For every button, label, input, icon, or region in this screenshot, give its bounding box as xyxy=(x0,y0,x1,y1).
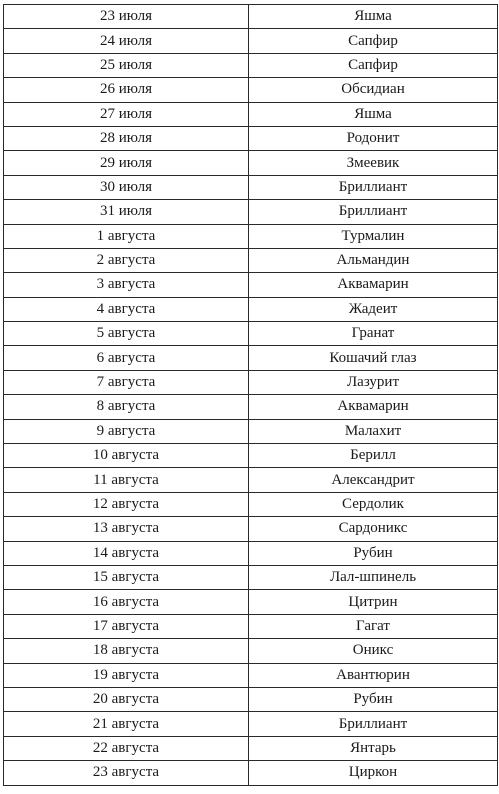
table-row: 14 августа Рубин xyxy=(3,540,498,566)
table-row: 3 августа Аквамарин xyxy=(3,272,498,298)
table-row: 23 августа Циркон xyxy=(3,760,498,786)
date-cell: 6 августа xyxy=(3,345,249,371)
date-cell: 30 июля xyxy=(3,174,249,201)
stone-cell: Рубин xyxy=(248,686,498,713)
stone-cell: Малахит xyxy=(248,418,498,445)
stone-cell: Авантюрин xyxy=(248,662,498,688)
table-body: 23 июля Яшма 24 июля Сапфир 25 июля Сапфир 26 … xyxy=(3,3,498,786)
table-row: 4 августа Жадеит xyxy=(3,296,498,323)
birthstone-table: 23 июля Яшма 24 июля Сапфир 25 июля Сапфир 26 … xyxy=(3,3,498,786)
date-cell: 24 июля xyxy=(3,28,249,54)
table-row: 28 июля Родонит xyxy=(3,125,498,152)
date-cell: 16 августа xyxy=(3,589,249,615)
date-cell: 18 августа xyxy=(3,638,249,664)
stone-cell: Обсидиан xyxy=(248,77,498,103)
table-row: 17 августа Гагат xyxy=(3,613,498,640)
date-cell: 17 августа xyxy=(3,613,249,640)
stone-cell: Аквамарин xyxy=(248,394,498,420)
stone-cell: Берилл xyxy=(248,443,498,469)
stone-cell: Яшма xyxy=(248,101,498,127)
table-row: 1 августа Турмалин xyxy=(3,223,498,249)
date-cell: 14 августа xyxy=(3,540,249,566)
stone-cell: Кошачий глаз xyxy=(248,345,498,371)
stone-cell: Родонит xyxy=(248,125,498,152)
table-row: 26 июля Обсидиан xyxy=(3,77,498,103)
date-cell: 23 июля xyxy=(3,3,249,30)
stone-cell: Гранат xyxy=(248,321,498,347)
stone-cell: Лал-шпинель xyxy=(248,564,498,591)
stone-cell: Яшма xyxy=(248,3,498,30)
table-row: 13 августа Сардоникс xyxy=(3,516,498,542)
date-cell: 13 августа xyxy=(3,516,249,542)
stone-cell: Цитрин xyxy=(248,589,498,615)
date-cell: 27 июля xyxy=(3,101,249,127)
table-row: 22 августа Янтарь xyxy=(3,735,498,762)
date-cell: 9 августа xyxy=(3,418,249,445)
table-row: 24 июля Сапфир xyxy=(3,28,498,54)
table-row: 8 августа Аквамарин xyxy=(3,394,498,420)
date-cell: 5 августа xyxy=(3,321,249,347)
date-cell: 1 августа xyxy=(3,223,249,249)
stone-cell: Сапфир xyxy=(248,52,498,79)
table-row: 23 июля Яшма xyxy=(3,3,498,30)
date-cell: 8 августа xyxy=(3,394,249,420)
stone-cell: Янтарь xyxy=(248,735,498,762)
date-cell: 2 августа xyxy=(3,247,249,274)
table-row: 11 августа Александрит xyxy=(3,467,498,493)
table-row: 2 августа Альмандин xyxy=(3,247,498,274)
stone-cell: Гагат xyxy=(248,613,498,640)
date-cell: 20 августа xyxy=(3,686,249,713)
table-row: 16 августа Цитрин xyxy=(3,589,498,615)
date-cell: 25 июля xyxy=(3,52,249,79)
stone-cell: Сапфир xyxy=(248,28,498,54)
table-row: 10 августа Берилл xyxy=(3,443,498,469)
stone-cell: Лазурит xyxy=(248,369,498,396)
table-row: 9 августа Малахит xyxy=(3,418,498,445)
date-cell: 31 июля xyxy=(3,199,249,225)
date-cell: 7 августа xyxy=(3,369,249,396)
birthstone-table-container: 23 июля Яшма 24 июля Сапфир 25 июля Сапфир 26 … xyxy=(3,3,498,786)
date-cell: 10 августа xyxy=(3,443,249,469)
stone-cell: Сердолик xyxy=(248,491,498,518)
stone-cell: Аквамарин xyxy=(248,272,498,298)
stone-cell: Альмандин xyxy=(248,247,498,274)
table-row: 6 августа Кошачий глаз xyxy=(3,345,498,371)
date-cell: 28 июля xyxy=(3,125,249,152)
stone-cell: Турмалин xyxy=(248,223,498,249)
stone-cell: Бриллиант xyxy=(248,711,498,737)
table-row: 5 августа Гранат xyxy=(3,321,498,347)
stone-cell: Жадеит xyxy=(248,296,498,323)
table-row: 18 августа Оникс xyxy=(3,638,498,664)
date-cell: 11 августа xyxy=(3,467,249,493)
table-row: 27 июля Яшма xyxy=(3,101,498,127)
table-row: 21 августа Бриллиант xyxy=(3,711,498,737)
table-row: 20 августа Рубин xyxy=(3,686,498,713)
date-cell: 3 августа xyxy=(3,272,249,298)
table-row: 31 июля Бриллиант xyxy=(3,199,498,225)
table-row: 7 августа Лазурит xyxy=(3,369,498,396)
table-row: 15 августа Лал-шпинель xyxy=(3,564,498,591)
date-cell: 21 августа xyxy=(3,711,249,737)
stone-cell: Оникс xyxy=(248,638,498,664)
date-cell: 23 августа xyxy=(3,760,249,786)
stone-cell: Александрит xyxy=(248,467,498,493)
stone-cell: Циркон xyxy=(248,760,498,786)
date-cell: 29 июля xyxy=(3,150,249,176)
date-cell: 19 августа xyxy=(3,662,249,688)
date-cell: 15 августа xyxy=(3,564,249,591)
stone-cell: Бриллиант xyxy=(248,199,498,225)
table-row: 30 июля Бриллиант xyxy=(3,174,498,201)
table-row: 25 июля Сапфир xyxy=(3,52,498,79)
stone-cell: Рубин xyxy=(248,540,498,566)
date-cell: 26 июля xyxy=(3,77,249,103)
date-cell: 4 августа xyxy=(3,296,249,323)
table-row: 29 июля Змеевик xyxy=(3,150,498,176)
table-row: 12 августа Сердолик xyxy=(3,491,498,518)
table-row: 19 августа Авантюрин xyxy=(3,662,498,688)
stone-cell: Сардоникс xyxy=(248,516,498,542)
stone-cell: Змеевик xyxy=(248,150,498,176)
date-cell: 12 августа xyxy=(3,491,249,518)
stone-cell: Бриллиант xyxy=(248,174,498,201)
date-cell: 22 августа xyxy=(3,735,249,762)
